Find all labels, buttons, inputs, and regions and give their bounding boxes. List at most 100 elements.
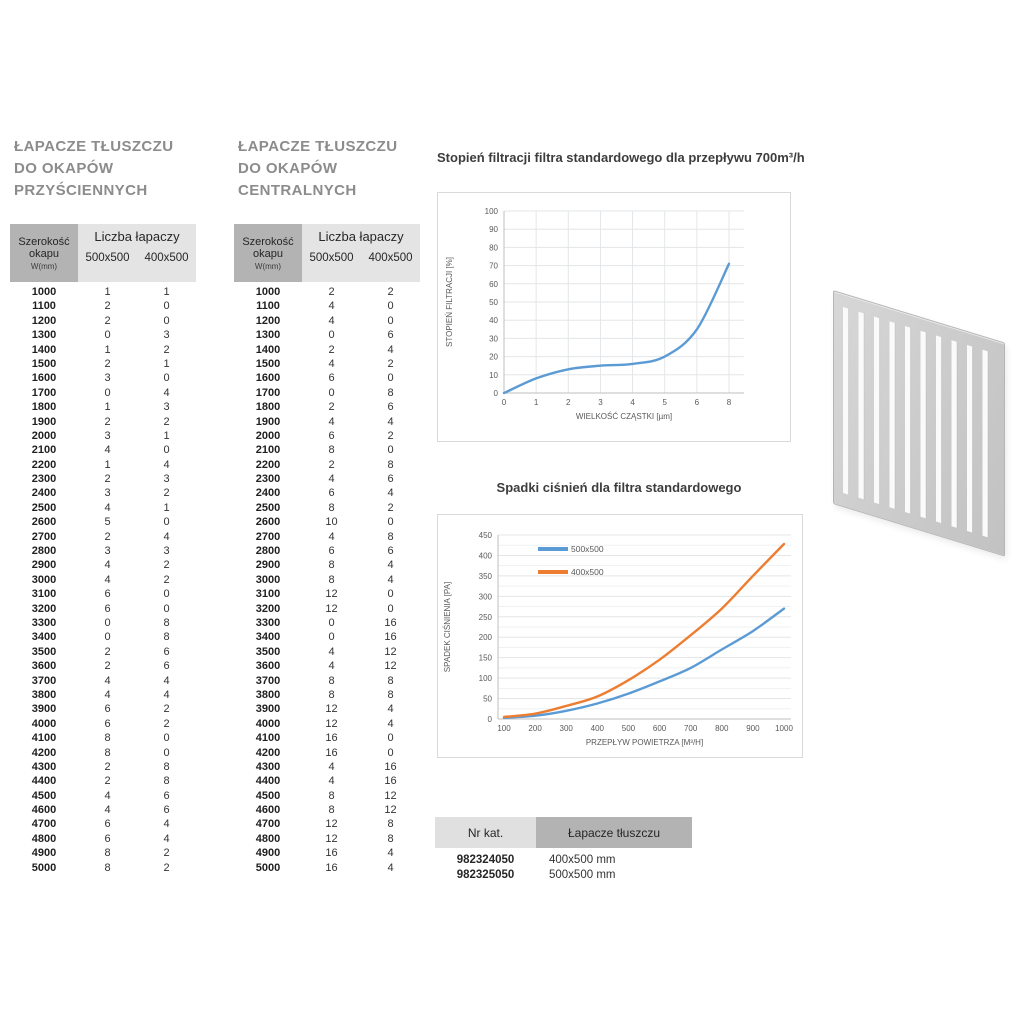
table-row: 2400 3 2 (10, 486, 196, 500)
wall-header-count-label: Liczba łapaczy (94, 229, 180, 244)
table-row: 3200 6 0 (10, 602, 196, 616)
hood-width-value: 3900 (31, 703, 57, 716)
filter-count-value: 4 (387, 703, 394, 716)
svg-text:40: 40 (489, 316, 498, 325)
filter-count-value: 4 (104, 573, 111, 586)
svg-text:800: 800 (715, 724, 729, 733)
filter-count-value: 0 (163, 300, 170, 313)
table-row: 2300 2 3 (10, 472, 196, 486)
hood-width-value: 1100 (256, 300, 280, 313)
svg-text:100: 100 (497, 724, 511, 733)
filter-count-value: 2 (387, 429, 394, 442)
catalog-size: 500x500 mm (549, 869, 616, 881)
filter-count-value: 8 (387, 688, 394, 701)
filter-count-value: 4 (328, 760, 335, 773)
catalog-header-product: Łapacze tłuszczu (536, 817, 692, 848)
table-row: 1600 3 0 (10, 371, 196, 385)
hood-width-value: 4200 (31, 746, 57, 759)
filter-count-value: 0 (328, 386, 335, 399)
svg-text:600: 600 (653, 724, 667, 733)
grease-filter-image (833, 290, 1005, 557)
filter-count-value: 6 (163, 789, 170, 802)
filter-count-value: 3 (104, 372, 111, 385)
filter-count-value: 4 (387, 717, 394, 730)
filter-count-value: 8 (328, 674, 335, 687)
table-row: 4700 6 4 (10, 817, 196, 831)
hood-width-value: 4400 (255, 775, 281, 788)
central-title-line-1: ŁAPACZE TŁUSZCZU (238, 138, 398, 155)
svg-text:30: 30 (489, 334, 498, 343)
svg-text:450: 450 (479, 531, 493, 540)
table-row: 1500 2 1 (10, 357, 196, 371)
table-row: 2400 6 4 (234, 486, 420, 500)
hood-width-value: 2500 (255, 501, 281, 514)
pressure-chart: 0 50 100 150 200 250 300 350 400 450 100 200 300 400 5… (437, 514, 803, 758)
filter-count-value: 4 (163, 674, 170, 687)
hood-width-value: 2200 (31, 458, 57, 471)
filter-count-value: 16 (384, 616, 397, 629)
central-title-line-3: CENTRALNYCH (238, 182, 357, 199)
filter-count-value: 2 (104, 530, 111, 543)
table-row: 4800 12 8 (234, 832, 420, 846)
table-row: 2300 4 6 (234, 472, 420, 486)
hood-width-value: 4400 (31, 775, 57, 788)
table-row: 2100 4 0 (10, 443, 196, 457)
wall-title-line-1: ŁAPACZE TŁUSZCZU (14, 138, 174, 155)
filter-count-value: 0 (328, 329, 335, 342)
wall-table-header: Szerokość okapu W(mm) Liczba łapaczy 500… (10, 224, 196, 282)
filter-count-value: 6 (387, 401, 394, 414)
hood-width-value: 1200 (31, 314, 57, 327)
table-row: 3300 0 16 (234, 616, 420, 630)
filter-count-value: 3 (163, 401, 170, 414)
filter-count-value: 2 (163, 415, 170, 428)
filter-count-value: 4 (328, 660, 335, 673)
table-row: 1500 4 2 (234, 357, 420, 371)
table-row: 4600 4 6 (10, 803, 196, 817)
filter-count-value: 6 (104, 717, 111, 730)
table-row: 2600 5 0 (10, 515, 196, 529)
table-row: 1600 6 0 (234, 371, 420, 385)
table-row: 2700 2 4 (10, 530, 196, 544)
hood-width-value: 1700 (31, 386, 57, 399)
filter-count-value: 4 (104, 674, 111, 687)
hood-width-value: 4200 (255, 746, 281, 759)
hood-width-value: 2200 (255, 458, 281, 471)
table-row: 3300 0 8 (10, 616, 196, 630)
filter-count-value: 2 (163, 717, 170, 730)
table-row: 1200 2 0 (10, 314, 196, 328)
hood-width-value: 1300 (255, 329, 281, 342)
filter-count-value: 1 (104, 401, 111, 414)
filter-count-value: 6 (104, 703, 111, 716)
table-row: 3100 6 0 (10, 587, 196, 601)
filter-count-value: 0 (387, 516, 394, 529)
table-row: 4200 8 0 (10, 746, 196, 760)
wall-header-count-group: Liczba łapaczy 500x500 400x500 (78, 224, 196, 282)
central-table-title: ŁAPACZE TŁUSZCZU DO OKAPÓW CENTRALNYCH (238, 136, 397, 202)
svg-text:1000: 1000 (775, 724, 793, 733)
filter-count-value: 12 (384, 789, 397, 802)
hood-width-value: 3000 (31, 573, 57, 586)
filter-count-value: 12 (325, 717, 338, 730)
table-row: 2800 3 3 (10, 544, 196, 558)
hood-width-value: 3800 (31, 688, 57, 701)
hood-width-value: 3300 (255, 616, 281, 629)
filter-count-value: 4 (387, 343, 394, 356)
hood-width-value: 1800 (255, 401, 281, 414)
hood-width-value: 3200 (31, 602, 57, 615)
filter-count-value: 8 (328, 559, 335, 572)
table-row: 1100 4 0 (234, 299, 420, 313)
hood-width-value: 1000 (31, 286, 57, 298)
hood-width-value: 3900 (255, 703, 281, 716)
table-row: 3800 8 8 (234, 688, 420, 702)
table-row: 3600 4 12 (234, 659, 420, 673)
hood-width-value: 3000 (255, 573, 281, 586)
table-row: 3700 8 8 (234, 674, 420, 688)
filter-count-value: 16 (384, 760, 397, 773)
hood-width-value: 2900 (255, 559, 281, 572)
svg-text:200: 200 (528, 724, 542, 733)
filter-count-value: 6 (387, 329, 394, 342)
svg-text:50: 50 (483, 695, 492, 704)
filter-count-value: 2 (104, 357, 111, 370)
central-header-width-col: Szerokość okapu W(mm) (234, 224, 302, 282)
table-row: 1800 1 3 (10, 400, 196, 414)
